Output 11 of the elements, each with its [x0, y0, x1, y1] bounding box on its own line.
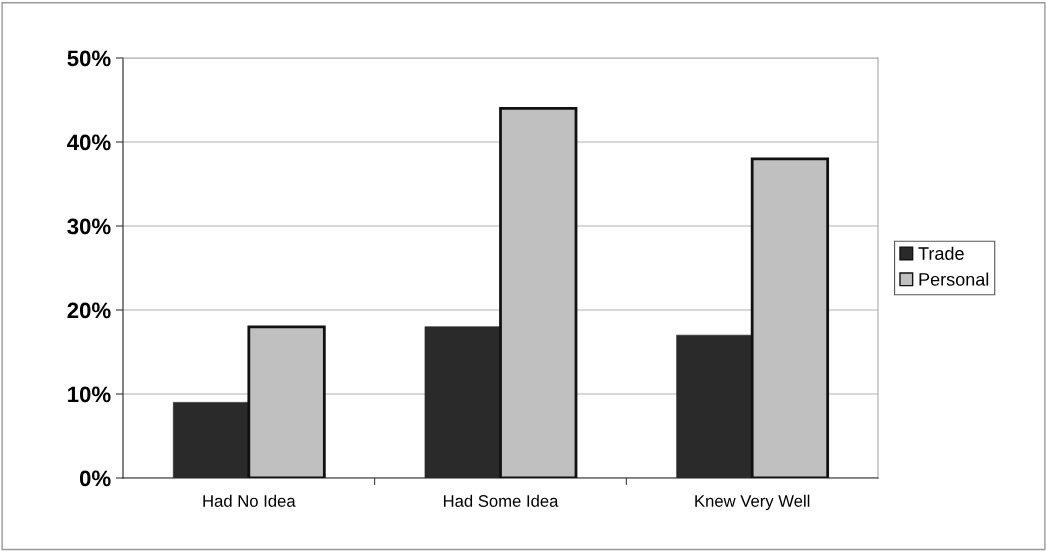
legend-label: Trade: [918, 246, 964, 260]
legend-label: Personal: [919, 272, 989, 286]
y-tick-label: 40%: [67, 134, 111, 151]
x-tick-label: Had Some Idea: [443, 494, 559, 507]
y-tick-label: 10%: [68, 386, 111, 403]
x-tick-label: Had No Idea: [203, 494, 296, 507]
x-tick-label: Knew Very Well: [695, 494, 810, 511]
y-tick-label: 0%: [79, 470, 111, 487]
y-tick-label: 30%: [67, 218, 111, 235]
y-tick-label: 50%: [67, 50, 111, 67]
y-tick-label: 20%: [67, 302, 111, 319]
